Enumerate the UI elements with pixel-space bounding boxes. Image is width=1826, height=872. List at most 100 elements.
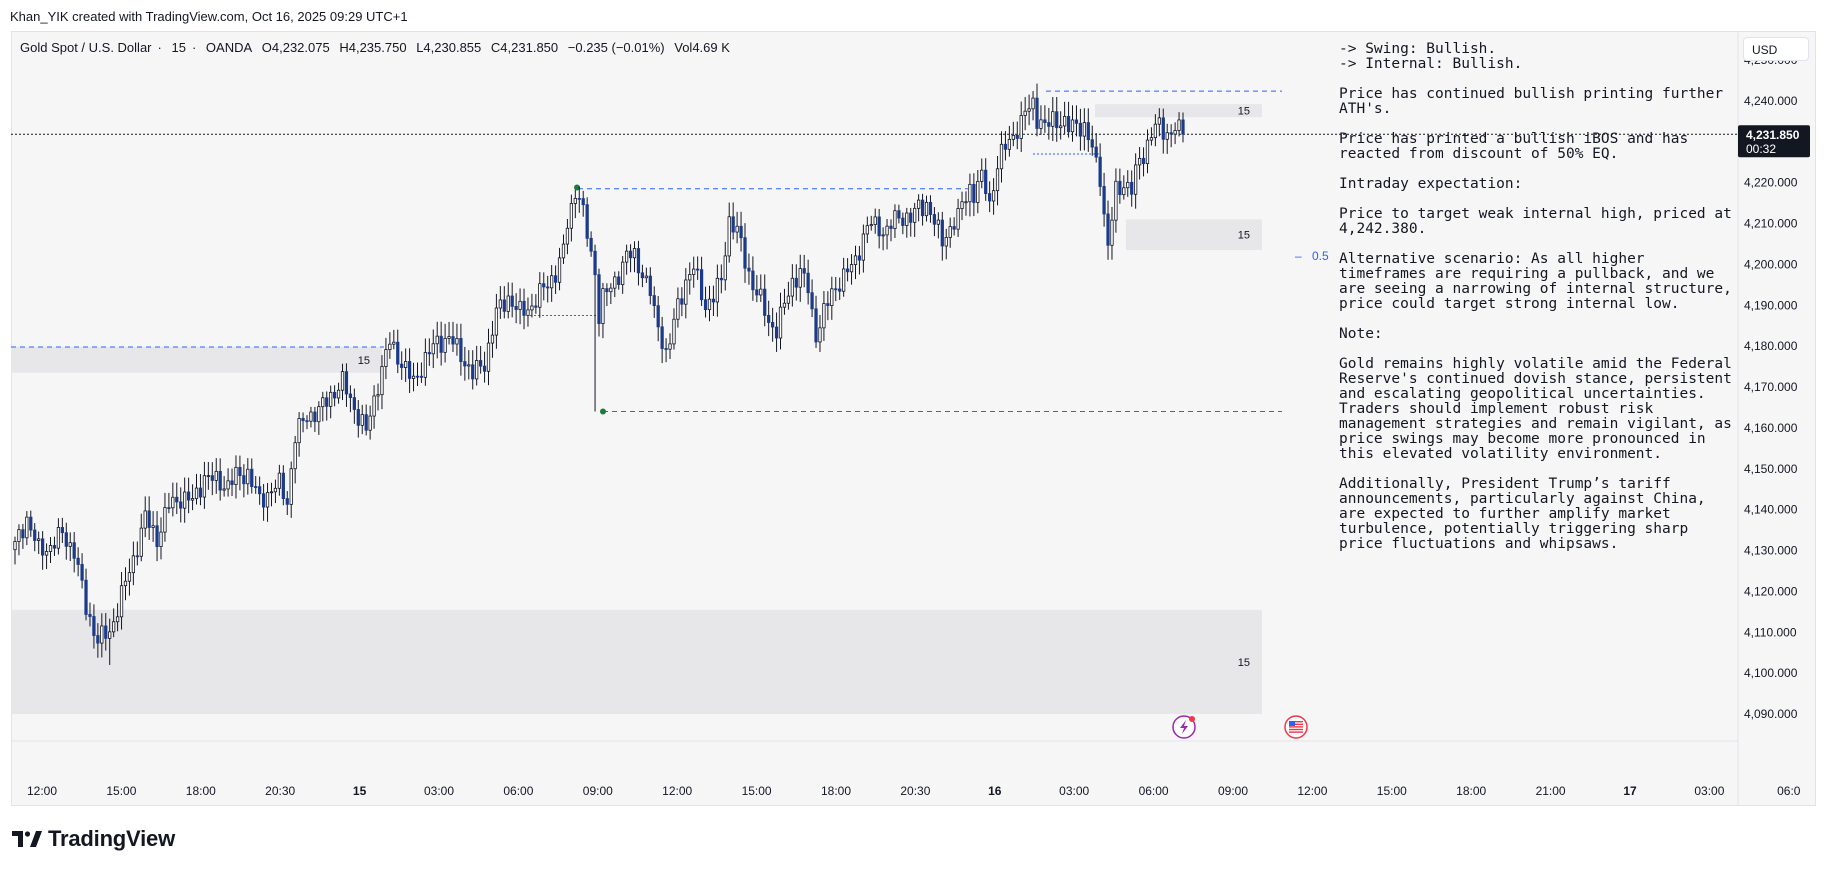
candle[interactable] — [660, 316, 664, 364]
candle[interactable] — [838, 277, 842, 300]
candle[interactable] — [845, 258, 850, 282]
candle[interactable] — [684, 268, 688, 319]
candle[interactable] — [21, 523, 25, 549]
candle[interactable] — [29, 510, 33, 537]
candle[interactable] — [743, 223, 747, 283]
candle[interactable] — [100, 613, 104, 658]
candle[interactable] — [1003, 131, 1008, 161]
candle[interactable] — [222, 476, 226, 497]
candle[interactable] — [131, 541, 136, 586]
candle[interactable] — [1023, 97, 1027, 131]
candle[interactable] — [104, 613, 108, 651]
candle[interactable] — [84, 568, 88, 621]
symbol-name[interactable]: Gold Spot / U.S. Dollar — [20, 40, 152, 55]
candle[interactable] — [1094, 133, 1098, 163]
candle[interactable] — [1102, 172, 1106, 227]
candle[interactable] — [1031, 91, 1035, 121]
candle[interactable] — [230, 468, 234, 496]
candle[interactable] — [711, 285, 716, 316]
candle[interactable] — [210, 462, 214, 496]
candle[interactable] — [407, 348, 412, 394]
candle[interactable] — [778, 292, 783, 350]
candle[interactable] — [427, 338, 431, 366]
candle[interactable] — [881, 227, 885, 251]
candle[interactable] — [439, 321, 443, 366]
candle[interactable] — [1110, 206, 1114, 260]
candle[interactable] — [707, 285, 712, 322]
currency-button[interactable]: USD — [1743, 37, 1809, 61]
candle[interactable] — [1165, 123, 1169, 154]
candle[interactable] — [589, 231, 593, 257]
candle[interactable] — [613, 271, 617, 298]
candle[interactable] — [459, 323, 463, 376]
candle[interactable] — [514, 293, 518, 324]
candle[interactable] — [644, 267, 648, 283]
candle[interactable] — [510, 282, 514, 318]
candle[interactable] — [88, 602, 92, 627]
candle[interactable] — [1027, 94, 1031, 126]
candle[interactable] — [321, 391, 325, 422]
candle[interactable] — [76, 547, 80, 577]
candle[interactable] — [1130, 170, 1134, 207]
candle[interactable] — [190, 484, 195, 511]
candle[interactable] — [770, 307, 775, 342]
candle[interactable] — [518, 288, 522, 325]
candle[interactable] — [163, 492, 167, 542]
candle[interactable] — [329, 385, 333, 419]
candle[interactable] — [151, 511, 155, 542]
candle[interactable] — [317, 401, 321, 435]
candle[interactable] — [1082, 108, 1086, 151]
candle[interactable] — [494, 293, 499, 349]
candle[interactable] — [964, 191, 968, 216]
candle[interactable] — [451, 321, 455, 353]
candle[interactable] — [1051, 96, 1055, 141]
candle[interactable] — [186, 477, 191, 514]
candle[interactable] — [767, 300, 771, 337]
candle[interactable] — [692, 256, 696, 288]
candle[interactable] — [597, 268, 601, 337]
candle[interactable] — [826, 291, 830, 321]
candle[interactable] — [561, 234, 566, 264]
candle[interactable] — [293, 435, 297, 484]
candle[interactable] — [1090, 125, 1094, 156]
candle[interactable] — [956, 198, 960, 237]
candle[interactable] — [498, 285, 502, 319]
candle[interactable] — [1066, 101, 1071, 138]
candle[interactable] — [269, 482, 274, 507]
candle[interactable] — [17, 524, 21, 556]
candle[interactable] — [115, 603, 120, 632]
candle[interactable] — [368, 405, 372, 440]
candle[interactable] — [475, 345, 479, 386]
candle[interactable] — [703, 286, 708, 318]
candle[interactable] — [1169, 124, 1173, 148]
candle[interactable] — [119, 571, 124, 630]
candle[interactable] — [814, 295, 818, 348]
candle[interactable] — [1118, 168, 1122, 204]
candle[interactable] — [455, 323, 459, 356]
candle[interactable] — [37, 531, 41, 555]
candle[interactable] — [60, 517, 64, 544]
candle[interactable] — [747, 253, 751, 285]
candle[interactable] — [64, 522, 68, 560]
candle[interactable] — [782, 288, 787, 315]
candle[interactable] — [719, 264, 723, 294]
candle[interactable] — [810, 279, 814, 317]
candle[interactable] — [542, 272, 546, 301]
candle[interactable] — [325, 391, 329, 421]
candle[interactable] — [258, 476, 262, 505]
candle[interactable] — [585, 197, 589, 247]
candle[interactable] — [802, 254, 806, 288]
candle[interactable] — [281, 465, 285, 506]
candle[interactable] — [550, 265, 554, 302]
candle[interactable] — [80, 553, 84, 589]
candle[interactable] — [392, 329, 396, 350]
candle[interactable] — [277, 464, 282, 496]
candle[interactable] — [1122, 175, 1126, 200]
candle[interactable] — [605, 283, 609, 307]
candle[interactable] — [261, 483, 266, 521]
candle[interactable] — [147, 496, 151, 540]
candle[interactable] — [928, 195, 933, 223]
candle[interactable] — [1015, 121, 1019, 150]
candle[interactable] — [763, 274, 767, 327]
candle[interactable] — [309, 406, 313, 428]
